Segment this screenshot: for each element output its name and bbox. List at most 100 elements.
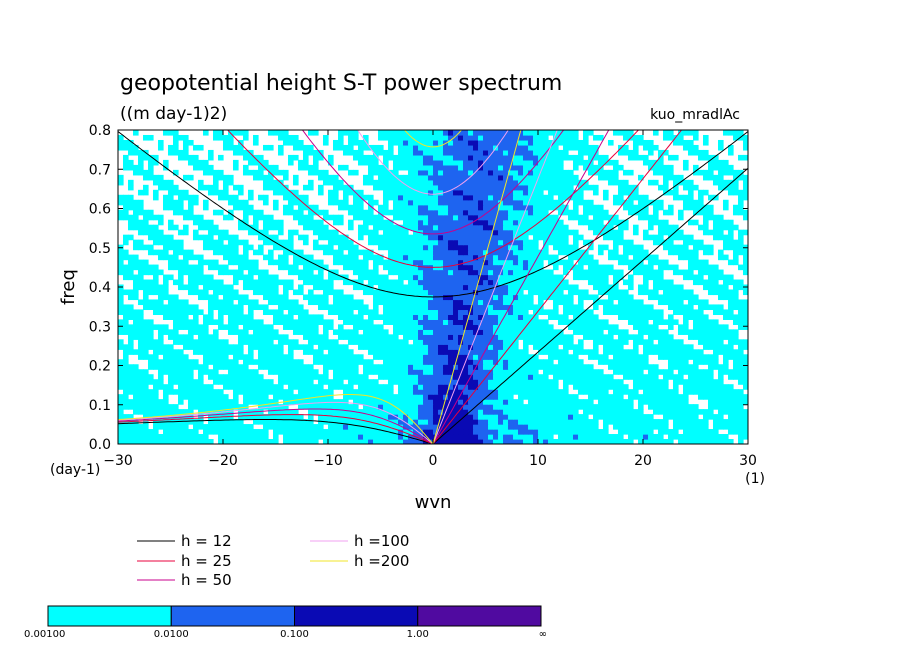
- heatmap-cell: [153, 359, 159, 365]
- heatmap-cell: [573, 289, 579, 296]
- heatmap-cell: [723, 434, 729, 440]
- heatmap-cell: [178, 389, 184, 395]
- heatmap-cell: [308, 414, 314, 420]
- heatmap-cell: [133, 224, 139, 231]
- heatmap-cell: [668, 414, 674, 420]
- heatmap-cell: [668, 289, 674, 296]
- heatmap-cell: [463, 229, 469, 236]
- heatmap-cell: [443, 199, 449, 206]
- heatmap-cell: [518, 414, 524, 420]
- heatmap-cell: [458, 214, 464, 221]
- heatmap-cell: [483, 429, 489, 435]
- heatmap-cell: [568, 214, 574, 221]
- heatmap-cell: [293, 289, 299, 296]
- heatmap-cell: [518, 304, 524, 311]
- heatmap-cell: [618, 434, 624, 440]
- heatmap-cell: [363, 284, 369, 291]
- heatmap-cell: [573, 369, 579, 375]
- heatmap-cell: [238, 439, 244, 444]
- heatmap-cell: [228, 314, 234, 320]
- heatmap-cell: [558, 359, 564, 365]
- heatmap-cell: [448, 249, 454, 256]
- heatmap-cell: [123, 344, 129, 350]
- heatmap-cell: [423, 324, 429, 330]
- heatmap-cell: [428, 259, 434, 266]
- heatmap-cell: [323, 409, 329, 415]
- heatmap-cell: [503, 209, 509, 216]
- heatmap-cell: [718, 294, 724, 301]
- heatmap-cell: [308, 434, 314, 440]
- heatmap-cell: [693, 424, 699, 430]
- heatmap-cell: [358, 374, 364, 380]
- heatmap-cell: [128, 194, 134, 201]
- heatmap-cell: [198, 399, 204, 405]
- heatmap-cell: [468, 244, 474, 251]
- heatmap-cell: [678, 299, 684, 306]
- heatmap-cell: [713, 329, 719, 335]
- heatmap-cell: [453, 199, 459, 206]
- heatmap-cell: [183, 224, 189, 231]
- heatmap-cell: [533, 224, 539, 231]
- heatmap-cell: [143, 434, 149, 440]
- heatmap-cell: [418, 379, 424, 385]
- heatmap-cell: [288, 349, 294, 355]
- heatmap-cell: [698, 349, 704, 355]
- heatmap-cell: [213, 264, 219, 271]
- heatmap-cell: [553, 349, 559, 355]
- heatmap-cell: [398, 279, 404, 286]
- heatmap-cell: [403, 234, 409, 241]
- heatmap-cell: [433, 389, 439, 395]
- heatmap-cell: [493, 204, 499, 211]
- heatmap-cell: [743, 424, 748, 430]
- heatmap-cell: [443, 404, 449, 410]
- heatmap-cell: [618, 314, 624, 320]
- heatmap-cell: [353, 439, 359, 444]
- heatmap-cell: [153, 424, 159, 430]
- heatmap-cell: [298, 424, 304, 430]
- heatmap-cell: [333, 304, 339, 311]
- heatmap-cell: [478, 204, 484, 211]
- heatmap-cell: [513, 204, 519, 211]
- heatmap-cell: [633, 319, 639, 325]
- heatmap-cell: [288, 309, 294, 316]
- heatmap-cell: [528, 274, 534, 281]
- heatmap-cell: [598, 379, 604, 385]
- heatmap-cell: [513, 319, 519, 325]
- heatmap-cell: [478, 329, 484, 335]
- heatmap-cell: [513, 299, 519, 306]
- heatmap-cell: [163, 424, 169, 430]
- heatmap-cell: [168, 244, 174, 251]
- heatmap-cell: [248, 429, 254, 435]
- heatmap-cell: [193, 344, 199, 350]
- heatmap-cell: [203, 339, 209, 345]
- heatmap-cell: [358, 259, 364, 266]
- heatmap-cell: [658, 404, 664, 410]
- heatmap-cell: [348, 414, 354, 420]
- heatmap-cell: [488, 199, 494, 206]
- heatmap-cell: [538, 399, 544, 405]
- heatmap-cell: [643, 284, 649, 291]
- heatmap-cell: [743, 414, 748, 420]
- heatmap-cell: [243, 209, 249, 216]
- heatmap-cell: [298, 319, 304, 325]
- heatmap-cell: [398, 229, 404, 236]
- heatmap-cell: [203, 314, 209, 320]
- heatmap-cell: [443, 359, 449, 365]
- heatmap-cell: [613, 399, 619, 405]
- heatmap-cell: [453, 409, 459, 415]
- heatmap-cell: [473, 349, 479, 355]
- heatmap-cell: [213, 354, 219, 360]
- heatmap-cell: [668, 234, 674, 241]
- heatmap-cell: [363, 379, 369, 385]
- heatmap-cell: [613, 274, 619, 281]
- heatmap-cell: [448, 324, 454, 330]
- heatmap-cell: [463, 299, 469, 306]
- heatmap-cell: [308, 254, 314, 261]
- heatmap-cell: [673, 429, 679, 435]
- heatmap-cell: [503, 419, 509, 425]
- heatmap-cell: [478, 234, 484, 241]
- heatmap-cell: [563, 259, 569, 266]
- heatmap-cell: [398, 434, 404, 440]
- heatmap-cell: [213, 379, 219, 385]
- heatmap-cell: [298, 439, 304, 444]
